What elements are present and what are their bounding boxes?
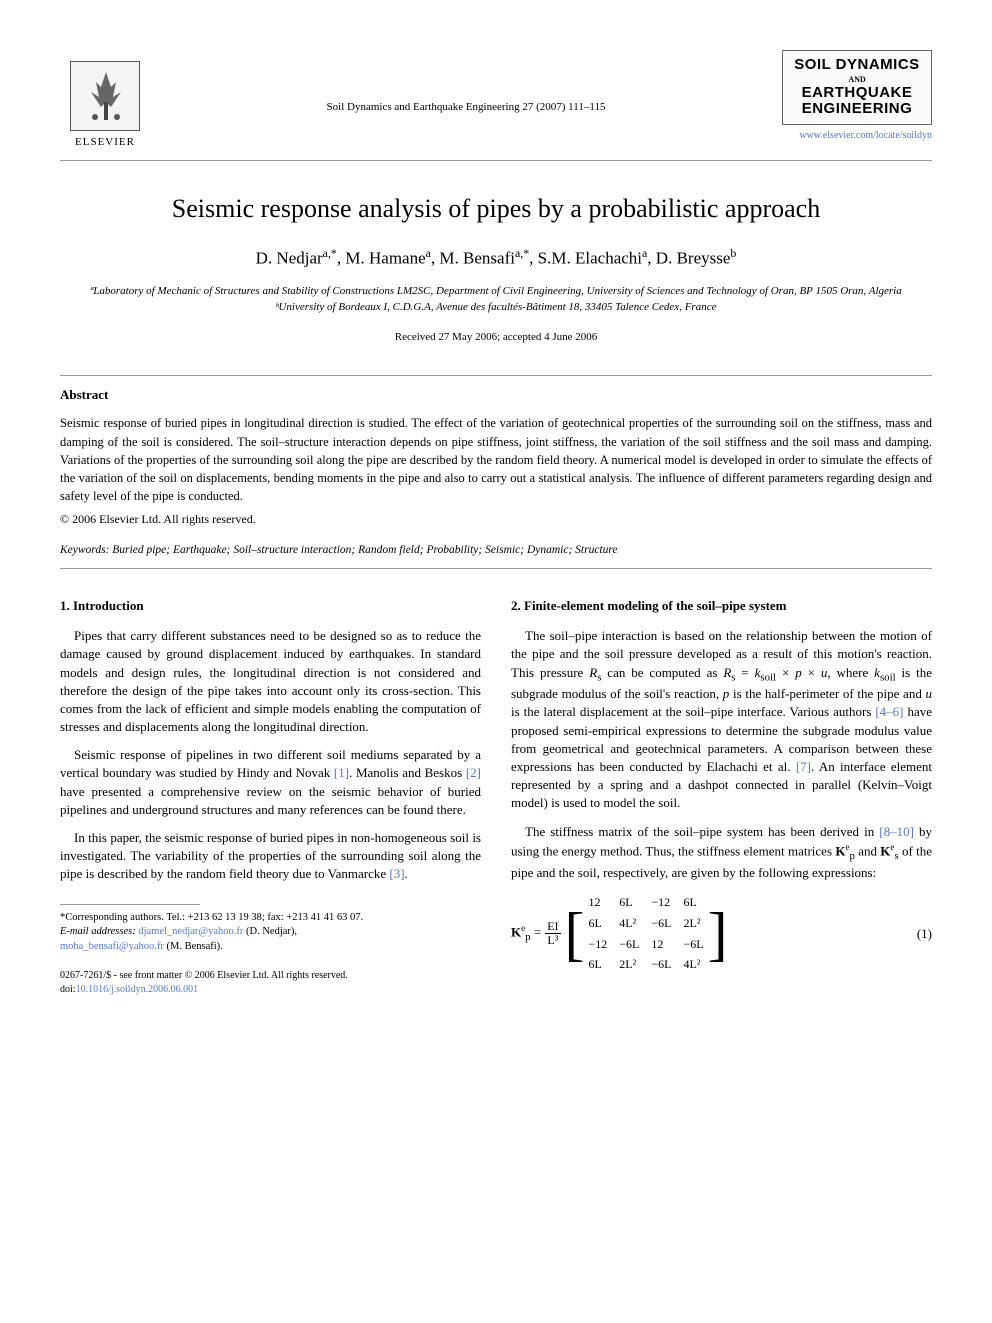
ref-4-6[interactable]: [4–6] bbox=[875, 704, 903, 719]
abstract-copyright: © 2006 Elsevier Ltd. All rights reserved… bbox=[60, 511, 932, 528]
journal-box-line2: EARTHQUAKE bbox=[789, 85, 925, 102]
email-label: E-mail addresses: bbox=[60, 926, 136, 937]
bracket-left-icon: [ bbox=[565, 904, 585, 964]
m-1-1: 4L² bbox=[619, 915, 639, 932]
rule-abstract-top bbox=[60, 375, 932, 376]
bracket-right-icon: ] bbox=[708, 904, 728, 964]
m-3-1: 2L² bbox=[619, 956, 639, 973]
m-2-3: −6L bbox=[684, 936, 704, 953]
m-3-2: −6L bbox=[651, 956, 671, 973]
eq-fraction: EI L³ bbox=[545, 920, 560, 947]
journal-box-wrap: SOIL DYNAMICS AND EARTHQUAKE ENGINEERING… bbox=[782, 50, 932, 143]
journal-reference: Soil Dynamics and Earthquake Engineering… bbox=[327, 100, 606, 115]
m-2-0: −12 bbox=[589, 936, 608, 953]
m-3-0: 6L bbox=[589, 956, 608, 973]
journal-url[interactable]: www.elsevier.com/locate/soildyn bbox=[782, 129, 932, 143]
footnote-emails: E-mail addresses: djamel_nedjar@yahoo.fr… bbox=[60, 925, 481, 954]
email-2[interactable]: moha_bensafi@yahoo.fr bbox=[60, 941, 164, 952]
right-column: 2. Finite-element modeling of the soil–p… bbox=[511, 597, 932, 997]
intro-para-3: In this paper, the seismic response of b… bbox=[60, 829, 481, 884]
journal-box-and: AND bbox=[789, 74, 925, 85]
m-1-3: 2L² bbox=[684, 915, 704, 932]
m-0-3: 6L bbox=[684, 894, 704, 911]
frac-num: EI bbox=[545, 920, 560, 934]
footer-meta: 0267-7261/$ - see front matter © 2006 El… bbox=[60, 969, 481, 997]
keywords-label: Keywords: bbox=[60, 544, 109, 556]
m-2-1: −6L bbox=[619, 936, 639, 953]
footnote-tel: *Corresponding authors. Tel.: +213 62 13… bbox=[60, 911, 481, 926]
frac-den: L³ bbox=[545, 934, 560, 947]
m-0-0: 12 bbox=[589, 894, 608, 911]
journal-box-line3: ENGINEERING bbox=[789, 101, 925, 118]
email-2-who: (M. Bensafi). bbox=[166, 941, 222, 952]
rule-abstract-bottom bbox=[60, 568, 932, 569]
matrix-cells: 12 6L −12 6L 6L 4L² −6L 2L² −12 −6L 12 −… bbox=[589, 894, 704, 973]
intro-para-2: Seismic response of pipelines in two dif… bbox=[60, 746, 481, 819]
fem-para-1: The soil–pipe interaction is based on th… bbox=[511, 627, 932, 812]
corresponding-author-note: *Corresponding authors. Tel.: +213 62 13… bbox=[60, 911, 481, 955]
m-3-3: 4L² bbox=[684, 956, 704, 973]
author-list: D. Nedjara,*, M. Hamanea, M. Bensafia,*,… bbox=[60, 245, 932, 270]
ref-3[interactable]: [3] bbox=[389, 866, 404, 881]
article-title: Seismic response analysis of pipes by a … bbox=[60, 191, 932, 227]
m-1-2: −6L bbox=[651, 915, 671, 932]
footer-doi: doi:10.1016/j.soildyn.2006.06.001 bbox=[60, 983, 481, 997]
fem-para-2: The stiffness matrix of the soil–pipe sy… bbox=[511, 823, 932, 882]
ref-1[interactable]: [1] bbox=[334, 765, 349, 780]
email-1[interactable]: djamel_nedjar@yahoo.fr bbox=[138, 926, 243, 937]
m-0-1: 6L bbox=[619, 894, 639, 911]
doi-link[interactable]: 10.1016/j.soildyn.2006.06.001 bbox=[76, 984, 199, 995]
article-dates: Received 27 May 2006; accepted 4 June 20… bbox=[60, 330, 932, 345]
equation-number: (1) bbox=[917, 925, 932, 943]
publisher-name: ELSEVIER bbox=[75, 135, 135, 150]
publisher-logo: ELSEVIER bbox=[60, 50, 150, 150]
affiliation-a: ªLaboratory of Mechanic of Structures an… bbox=[60, 283, 932, 300]
elsevier-tree-icon bbox=[70, 61, 140, 131]
footnote-rule bbox=[60, 904, 200, 905]
rule-top bbox=[60, 160, 932, 161]
section-1-heading: 1. Introduction bbox=[60, 597, 481, 615]
abstract-heading: Abstract bbox=[60, 386, 932, 404]
eq-lhs: Kep = bbox=[511, 922, 541, 945]
journal-title-box: SOIL DYNAMICS AND EARTHQUAKE ENGINEERING bbox=[782, 50, 932, 125]
doi-label: doi: bbox=[60, 984, 76, 995]
keywords-line: Keywords: Buried pipe; Earthquake; Soil–… bbox=[60, 542, 932, 558]
ref-2[interactable]: [2] bbox=[466, 765, 481, 780]
journal-box-line1: SOIL DYNAMICS bbox=[789, 57, 925, 74]
m-0-2: −12 bbox=[651, 894, 671, 911]
section-2-heading: 2. Finite-element modeling of the soil–p… bbox=[511, 597, 932, 615]
footer-copyright: 0267-7261/$ - see front matter © 2006 El… bbox=[60, 969, 481, 983]
intro-para-1: Pipes that carry different substances ne… bbox=[60, 627, 481, 736]
body-columns: 1. Introduction Pipes that carry differe… bbox=[60, 597, 932, 997]
keywords-text: Buried pipe; Earthquake; Soil–structure … bbox=[112, 544, 617, 556]
ref-8-10[interactable]: [8–10] bbox=[879, 824, 914, 839]
page-header: ELSEVIER Soil Dynamics and Earthquake En… bbox=[60, 50, 932, 150]
equation-body: Kep = EI L³ [ 12 6L −12 6L 6L 4L² −6L 2L… bbox=[511, 894, 728, 973]
equation-1: Kep = EI L³ [ 12 6L −12 6L 6L 4L² −6L 2L… bbox=[511, 894, 932, 973]
abstract-text: Seismic response of buried pipes in long… bbox=[60, 414, 932, 505]
m-2-2: 12 bbox=[651, 936, 671, 953]
ref-7[interactable]: [7] bbox=[796, 759, 811, 774]
email-1-who: (D. Nedjar), bbox=[246, 926, 297, 937]
m-1-0: 6L bbox=[589, 915, 608, 932]
left-column: 1. Introduction Pipes that carry differe… bbox=[60, 597, 481, 997]
affiliation-b: ᵇUniversity of Bordeaux I, C.D.G.A, Aven… bbox=[60, 299, 932, 316]
